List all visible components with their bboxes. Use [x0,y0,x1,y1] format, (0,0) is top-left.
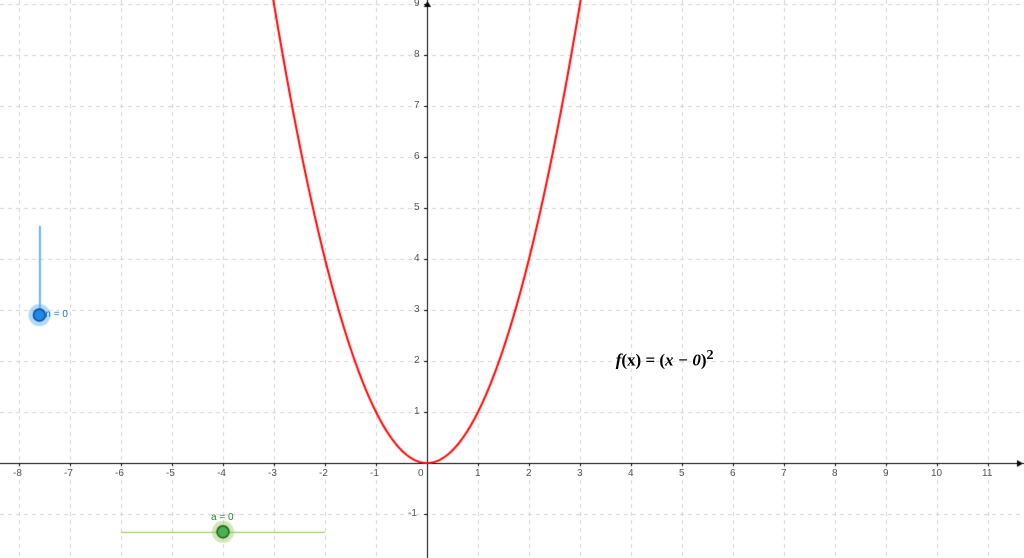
formula-body: x − 0 [665,350,701,369]
x-tick-label: -5 [166,468,175,479]
slider-n-handle[interactable] [28,304,50,326]
y-tick-label: 7 [414,100,420,111]
x-tick-label: 8 [832,468,838,479]
slider-a-handle[interactable] [212,521,234,543]
x-tick-label: 10 [931,468,942,479]
x-tick-label: 1 [475,468,481,479]
y-tick-label: 8 [414,49,420,60]
x-tick-label: -8 [13,468,22,479]
y-tick-label: 1 [414,406,420,417]
y-tick-label: 3 [414,304,420,315]
formula-exp: 2 [707,347,714,363]
formula-eq: = [641,350,659,369]
x-tick-label: 4 [628,468,634,479]
y-tick-label: 2 [414,355,420,366]
x-tick-label: -6 [115,468,124,479]
graph-canvas [0,0,1024,558]
x-tick-label: -3 [268,468,277,479]
x-tick-label: -1 [370,468,379,479]
x-tick-label: -7 [64,468,73,479]
x-tick-label: 7 [781,468,787,479]
x-tick-label: 9 [883,468,889,479]
x-tick-label: -2 [319,468,328,479]
y-tick-label: 5 [414,202,420,213]
x-tick-label: 6 [730,468,736,479]
x-tick-label: 3 [577,468,583,479]
y-tick-label: 9 [414,0,420,9]
x-tick-label: 0 [418,468,424,479]
x-tick-label: 2 [526,468,532,479]
x-tick-label: 11 [982,468,992,479]
y-tick-label: -1 [408,508,417,519]
x-tick-label: 5 [679,468,685,479]
y-tick-label: 4 [414,253,420,264]
function-formula: f(x) = (x − 0)2 [616,347,714,371]
x-tick-label: -4 [217,468,226,479]
formula-x-arg: (x) [621,350,641,369]
y-tick-label: 6 [414,151,420,162]
